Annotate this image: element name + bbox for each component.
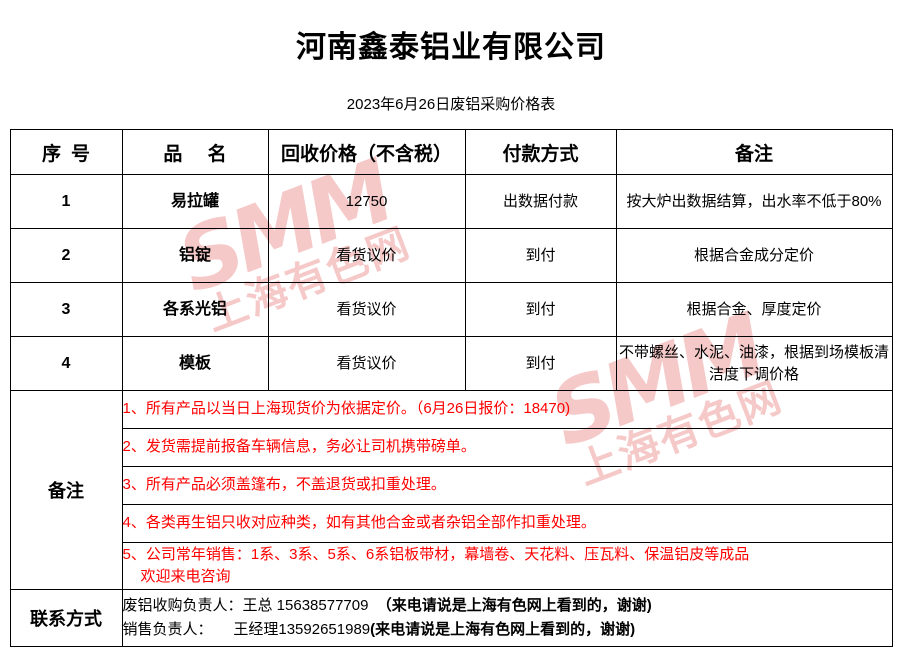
cell-index: 2 [9,228,123,283]
remarks-row: 2、发货需提前报备车辆信息，务必让司机携带磅单。 [10,428,893,467]
contact-line-sales: 销售负责人： 王经理13592651989(来电请说是上海有色网上看到的，谢谢) [123,618,892,642]
contact-note: （来电请说是上海有色网上看到的，谢谢) [376,597,652,614]
remark-item-4: 4、各类再生铝只收对应种类，如有其他合金或者杂铝全部作扣重处理。 [121,504,893,543]
contact-details: 废铝收购负责人：王总 15638577709 （来电请说是上海有色网上看到的，谢… [121,589,893,647]
cell-remark: 按大炉出数据结算，出水率不低于80% [615,174,893,229]
remark-item-5-line1: 5、公司常年销售：1系、3系、5系、6系铝板带材，幕墙卷、天花料、压瓦料、保温铝… [122,545,750,563]
column-header-remark: 备注 [615,129,893,175]
table-row: 3 各系光铝 看货议价 到付 根据合金、厚度定价 [9,282,893,337]
contact-line-purchasing: 废铝收购负责人：王总 15638577709 （来电请说是上海有色网上看到的，谢… [123,594,892,618]
column-header-product: 品 名 [121,129,269,175]
contact-person-phone: 王经理13592651989 [233,621,371,638]
remark-item-2: 2、发货需提前报备车辆信息，务必让司机携带磅单。 [121,428,893,467]
column-header-payment: 付款方式 [464,129,617,175]
contact-role: 销售负责人： [122,621,213,638]
remarks-row: 备注 1、所有产品以当日上海现货价为依据定价。（6月26日报价：18470) [9,390,893,590]
cell-product: 模板 [121,336,269,391]
contact-row: 联系方式 废铝收购负责人：王总 15638577709 （来电请说是上海有色网上… [9,589,893,647]
remarks-label: 备注 [9,390,123,590]
remark-item-1: 1、所有产品以当日上海现货价为依据定价。（6月26日报价：18470) [121,390,893,429]
cell-price: 看货议价 [267,282,466,337]
cell-price: 看货议价 [267,228,466,283]
cell-payment: 到付 [464,336,617,391]
cell-remark: 不带螺丝、水泥、油漆，根据到场模板清洁度下调价格 [615,336,893,391]
company-title: 河南鑫泰铝业有限公司 [296,31,606,64]
cell-payment: 到付 [464,228,617,283]
contact-label: 联系方式 [9,589,123,647]
column-header-price: 回收价格（不含税） [267,129,466,175]
remarks-row: 3、所有产品必须盖篷布，不盖退货或扣重处理。 [10,466,893,505]
cell-remark: 根据合金、厚度定价 [615,282,893,337]
column-header-index: 序号 [9,129,123,175]
sheet-subtitle: 2023年6月26日废铝采购价格表 [346,96,556,113]
contact-role: 废铝收购负责人： [122,597,243,614]
cell-product: 铝锭 [121,228,269,283]
remarks-row: 4、各类再生铝只收对应种类，如有其他合金或者杂铝全部作扣重处理。 [10,504,893,543]
cell-product: 各系光铝 [121,282,269,337]
price-table: 序号 品 名 回收价格（不含税） 付款方式 备注 1 易拉罐 12750 出数据… [9,129,893,647]
remarks-row: 5、公司常年销售：1系、3系、5系、6系铝板带材，幕墙卷、天花料、压瓦料、保温铝… [10,542,893,590]
cell-remark: 根据合金成分定价 [615,228,893,283]
table-row: 2 铝锭 看货议价 到付 根据合金成分定价 [9,228,893,283]
table-row: 4 模板 看货议价 到付 不带螺丝、水泥、油漆，根据到场模板清洁度下调价格 [9,336,893,391]
remark-item-5-line2: 欢迎来电咨询 [140,568,231,585]
cell-product: 易拉罐 [121,174,269,229]
table-row: 1 易拉罐 12750 出数据付款 按大炉出数据结算，出水率不低于80% [9,174,893,229]
contact-person-phone: 王总 15638577709 [242,597,369,614]
remark-item-3: 3、所有产品必须盖篷布，不盖退货或扣重处理。 [121,466,893,505]
contact-note: (来电请说是上海有色网上看到的，谢谢) [370,621,636,638]
cell-index: 1 [9,174,123,229]
cell-index: 4 [9,336,123,391]
cell-price: 12750 [267,174,466,229]
cell-payment: 到付 [464,282,617,337]
remark-item-5: 5、公司常年销售：1系、3系、5系、6系铝板带材，幕墙卷、天花料、压瓦料、保温铝… [121,542,893,590]
table-header-row: 序号 品 名 回收价格（不含税） 付款方式 备注 [9,129,893,175]
cell-price: 看货议价 [267,336,466,391]
cell-index: 3 [9,282,123,337]
cell-payment: 出数据付款 [464,174,617,229]
